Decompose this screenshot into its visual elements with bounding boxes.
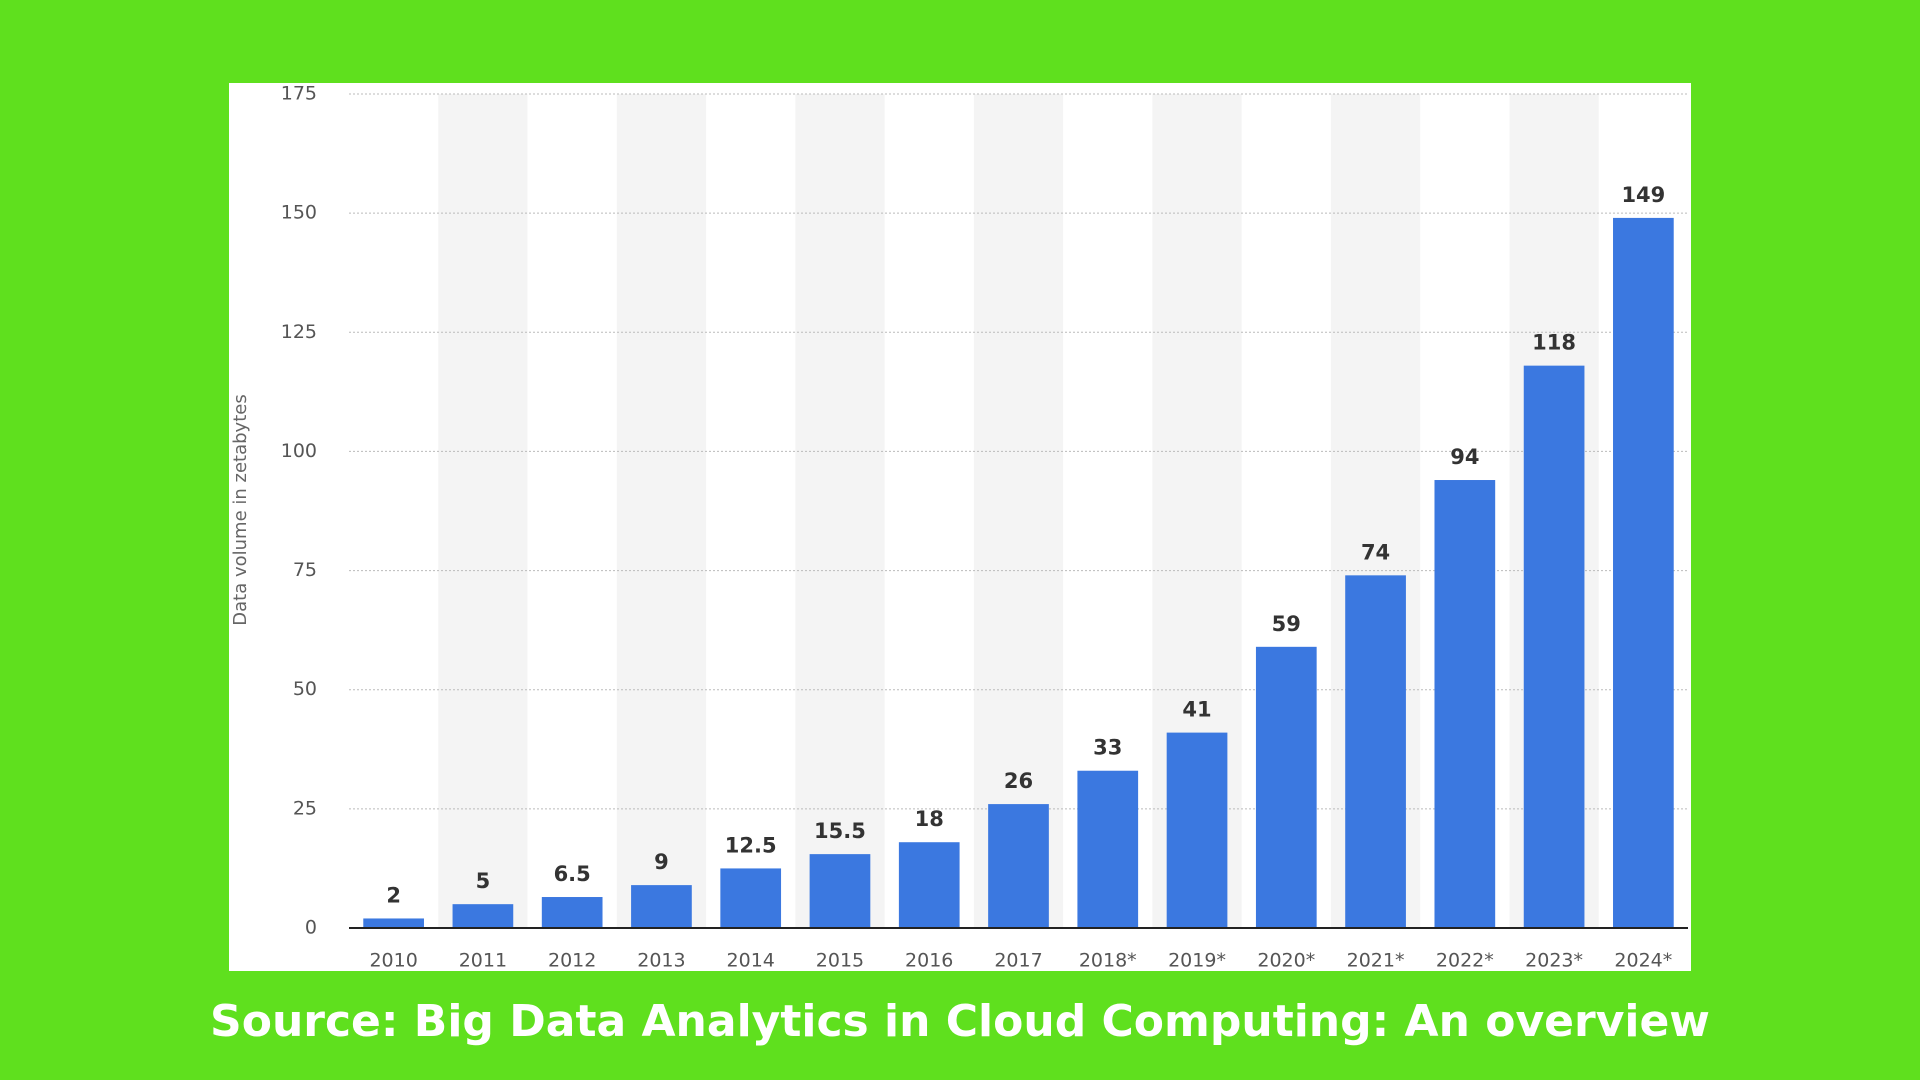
x-tick-label: 2022*	[1436, 950, 1494, 972]
bar	[898, 842, 960, 928]
bar	[1523, 365, 1585, 928]
x-tick-label: 2017	[994, 950, 1042, 972]
bar	[1613, 217, 1674, 928]
value-label: 59	[1272, 612, 1301, 636]
band-shade	[795, 94, 885, 928]
value-label: 94	[1450, 445, 1479, 469]
y-axis-label: Data volume in zetabytes	[230, 394, 251, 625]
bar	[363, 918, 424, 928]
bar	[541, 897, 603, 928]
bar	[1434, 480, 1496, 928]
y-tick-label: 25	[293, 797, 317, 819]
x-tick-label: 2024*	[1614, 950, 1672, 972]
x-tick-label: 2021*	[1347, 950, 1405, 972]
value-label: 15.5	[814, 819, 866, 843]
bar	[452, 904, 514, 928]
x-tick-label: 2019*	[1168, 950, 1226, 972]
band-shade	[438, 94, 528, 928]
y-tick-label: 0	[305, 917, 317, 939]
value-label: 118	[1532, 331, 1576, 355]
value-label: 41	[1182, 698, 1211, 722]
value-label: 12.5	[725, 833, 777, 857]
value-label: 26	[1004, 769, 1033, 793]
y-tick-label: 75	[293, 559, 317, 581]
value-label: 5	[476, 869, 491, 893]
x-tick-label: 2013	[637, 950, 685, 972]
bar	[720, 868, 782, 928]
bar	[1077, 770, 1139, 928]
bar	[631, 885, 692, 928]
caption: Source: Big Data Analytics in Cloud Comp…	[210, 996, 1710, 1047]
value-label: 33	[1093, 736, 1122, 760]
value-label: 74	[1361, 540, 1390, 564]
value-label: 9	[654, 850, 669, 874]
bar	[1255, 646, 1317, 928]
bar	[1345, 575, 1406, 928]
value-label: 2	[386, 883, 401, 907]
x-tick-label: 2016	[905, 950, 953, 972]
x-tick-label: 2011	[459, 950, 507, 972]
y-tick-label: 125	[281, 321, 317, 343]
bar	[988, 804, 1049, 928]
x-tick-label: 2012	[548, 950, 596, 972]
band-shade	[616, 94, 707, 928]
value-label: 149	[1621, 183, 1665, 207]
x-tick-label: 2014	[727, 950, 775, 972]
bar	[1166, 732, 1228, 928]
y-tick-label: 175	[281, 83, 317, 105]
band-shade	[973, 94, 1064, 928]
x-tick-label: 2023*	[1525, 950, 1583, 972]
y-tick-label: 100	[281, 440, 317, 462]
x-tick-label: 2020*	[1257, 950, 1315, 972]
value-label: 18	[915, 807, 944, 831]
x-tick-label: 2015	[816, 950, 864, 972]
bar	[809, 854, 871, 928]
value-label: 6.5	[554, 862, 591, 886]
y-tick-label: 50	[293, 678, 317, 700]
x-tick-label: 2018*	[1079, 950, 1137, 972]
y-tick-label: 150	[281, 202, 317, 224]
x-tick-label: 2010	[369, 950, 417, 972]
